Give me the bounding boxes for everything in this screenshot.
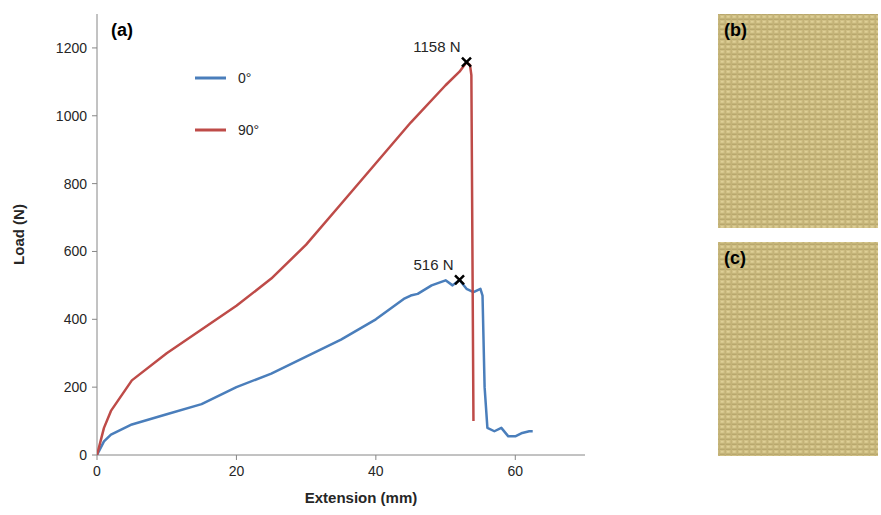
x-tick-label: 40: [368, 463, 384, 479]
y-tick: [92, 251, 97, 252]
photo-label: (b): [724, 20, 747, 40]
y-tick: [92, 387, 97, 388]
y-tick-label: 200: [64, 379, 88, 395]
photo-label: (c): [724, 248, 746, 268]
annotation-label: 1158 N: [413, 38, 460, 55]
y-axis: [97, 14, 98, 455]
x-tick-label: 60: [507, 463, 523, 479]
x-tick-label: 0: [93, 463, 101, 479]
legend-label: 0°: [238, 70, 251, 86]
y-tick-label: 1200: [56, 40, 87, 56]
y-tick: [92, 319, 97, 320]
annotation-marker: [455, 275, 464, 284]
y-tick: [92, 115, 97, 116]
x-tick: [515, 455, 516, 460]
y-tick-label: 0: [79, 447, 87, 463]
y-tick-label: 1000: [56, 108, 87, 124]
y-tick: [92, 455, 97, 456]
x-axis-title: Extension (mm): [305, 489, 418, 506]
series-line: [97, 280, 533, 455]
legend-label: 90°: [238, 122, 259, 138]
plot-area: [97, 62, 533, 455]
annotation-label: 516 N: [413, 256, 453, 273]
x-tick: [236, 455, 237, 460]
y-tick: [92, 47, 97, 48]
photo-tint: [718, 242, 878, 456]
y-axis-title: Load (N): [10, 204, 27, 265]
fabric-photo: [718, 242, 878, 456]
y-tick-label: 400: [64, 311, 88, 327]
photo-tint: [718, 14, 878, 228]
x-tick: [375, 455, 376, 460]
figure: 0 200 400 600 800 1000 1200 0 20 40 60 Extension (m…: [0, 0, 881, 515]
series-line: [97, 62, 473, 455]
x-tick: [97, 455, 98, 460]
legend-swatch: [195, 77, 226, 80]
fabric-photo: [718, 14, 878, 228]
y-tick-label: 600: [64, 243, 88, 259]
y-tick: [92, 183, 97, 184]
legend-swatch: [195, 129, 226, 132]
annotation-marker: [462, 58, 471, 67]
panel-label: (a): [111, 20, 133, 40]
y-tick-label: 800: [64, 176, 88, 192]
x-axis: [97, 455, 585, 456]
x-tick-label: 20: [229, 463, 245, 479]
